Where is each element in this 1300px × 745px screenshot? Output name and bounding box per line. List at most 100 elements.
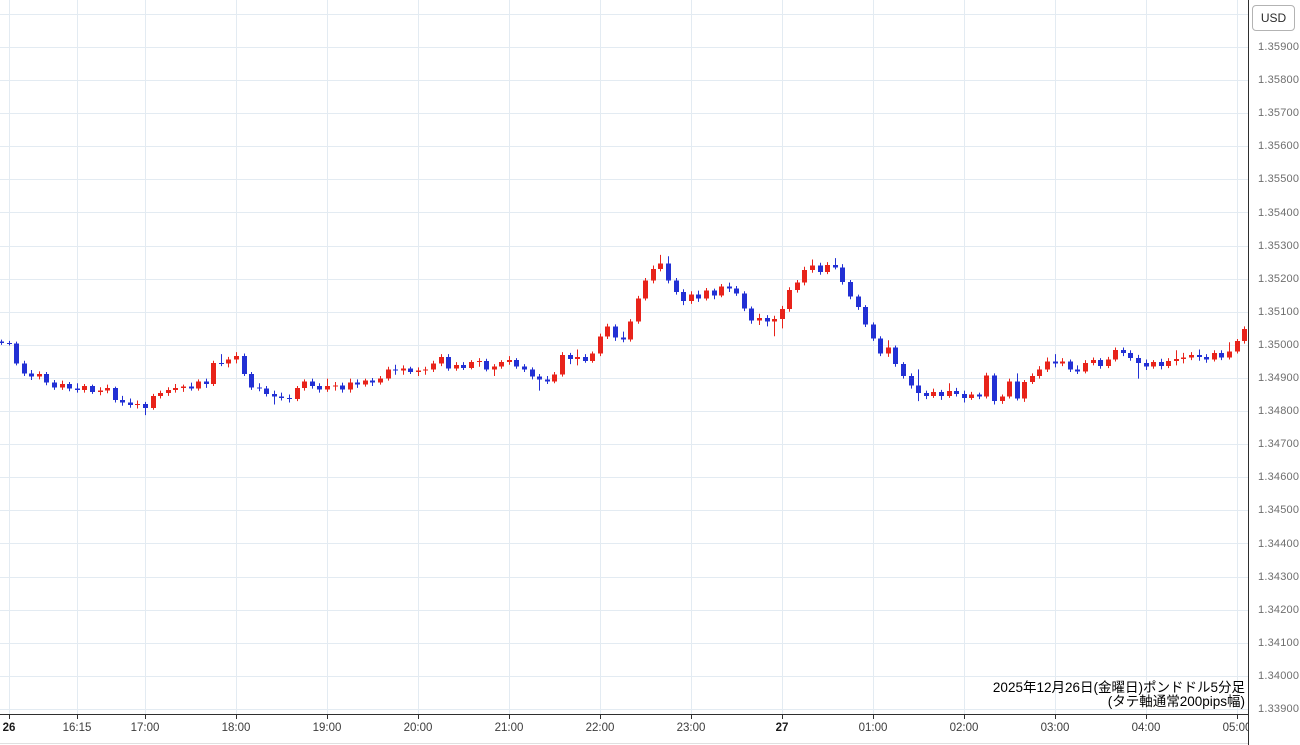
price-tick-label: 1.34000 [1258, 669, 1300, 682]
candles-layer [0, 254, 1247, 416]
candle [1098, 358, 1103, 369]
candle [378, 376, 383, 385]
price-tick-label: 1.34200 [1258, 603, 1300, 616]
candle [446, 354, 451, 371]
time-tick-label: 22:00 [585, 722, 615, 734]
candle [818, 262, 823, 275]
candle [492, 364, 497, 377]
candle [552, 372, 557, 384]
candle [1174, 350, 1179, 366]
axis-tick [600, 715, 601, 719]
candle [939, 389, 944, 400]
candle [969, 391, 974, 400]
candle [1045, 357, 1050, 373]
candle [484, 358, 489, 372]
axis-tick [1237, 715, 1238, 719]
candle [1037, 366, 1042, 379]
candle [143, 401, 148, 416]
candle [1159, 358, 1164, 370]
candle [257, 383, 262, 392]
axis-tick [1055, 715, 1056, 719]
candle [234, 352, 239, 364]
candle [848, 280, 853, 300]
currency-label: USD [1260, 11, 1287, 25]
price-tick-label: 1.34500 [1258, 504, 1300, 517]
candle [1007, 378, 1012, 399]
candle [325, 378, 330, 392]
candle [477, 358, 482, 367]
time-tick-label: 21:00 [494, 722, 524, 734]
candle [52, 379, 57, 390]
candle [1144, 359, 1149, 371]
candle [833, 258, 838, 270]
candle [158, 390, 163, 399]
candlestick-chart-canvas[interactable] [0, 0, 1248, 714]
candle [1197, 349, 1202, 361]
candle [431, 360, 436, 373]
candle [67, 381, 72, 392]
candle [1181, 352, 1186, 364]
candle [560, 352, 565, 377]
candle [666, 256, 671, 284]
bottom-edge-divider [0, 743, 1248, 744]
candle [98, 387, 103, 396]
caption-line-2: (タテ軸通常200pips幅) [1107, 694, 1245, 709]
price-tick-label: 1.34900 [1258, 372, 1300, 384]
price-tick-label: 1.34300 [1258, 570, 1300, 583]
candle [393, 364, 398, 375]
candle [931, 388, 936, 398]
price-tick-label: 1.35100 [1258, 305, 1300, 318]
candle [386, 366, 391, 381]
candle [1083, 360, 1088, 374]
candle [454, 362, 459, 371]
candle [575, 349, 580, 366]
candle [44, 372, 49, 386]
axis-tick [418, 715, 419, 719]
candle [1030, 373, 1035, 384]
candle [1189, 352, 1194, 361]
candle [719, 283, 724, 298]
candle [689, 291, 694, 304]
price-tick-label: 1.34100 [1258, 636, 1300, 649]
candle [90, 384, 95, 394]
candle [370, 378, 375, 386]
price-tick-label: 1.35800 [1258, 74, 1300, 87]
candle [598, 333, 603, 357]
candle [1106, 356, 1111, 369]
candle [82, 383, 87, 393]
candle [1235, 338, 1240, 354]
candle [317, 383, 322, 393]
candle [871, 322, 876, 341]
candle [765, 315, 770, 327]
candle [787, 287, 792, 312]
time-tick-label: 23:00 [676, 722, 706, 734]
price-tick-label: 1.34400 [1258, 537, 1300, 550]
chart-date-caption: 2025年12月26日(金曜日)ポンドドル5分足 (タテ軸通常200pips幅) [993, 681, 1245, 709]
h-gridlines [0, 14, 1248, 710]
candle [909, 373, 914, 389]
candle [1075, 365, 1080, 375]
candle [226, 356, 231, 368]
candle [1091, 357, 1096, 366]
candle [674, 278, 679, 295]
candle [348, 378, 353, 393]
candle [196, 379, 201, 391]
chart-plot-area[interactable] [0, 0, 1248, 714]
candle [1227, 342, 1232, 360]
candle [628, 319, 633, 342]
candle [279, 392, 284, 401]
candle [249, 372, 254, 390]
candle [333, 381, 338, 391]
candle [840, 264, 845, 285]
candle [113, 386, 118, 403]
candle [878, 336, 883, 357]
candle [1128, 350, 1133, 361]
candle [1136, 354, 1141, 379]
caption-line-1: 2025年12月26日(金曜日)ポンドドル5分足 [992, 680, 1245, 695]
candle [439, 354, 444, 367]
candle [181, 384, 186, 392]
candle [1121, 347, 1126, 357]
candle [204, 378, 209, 388]
candle [128, 398, 133, 408]
